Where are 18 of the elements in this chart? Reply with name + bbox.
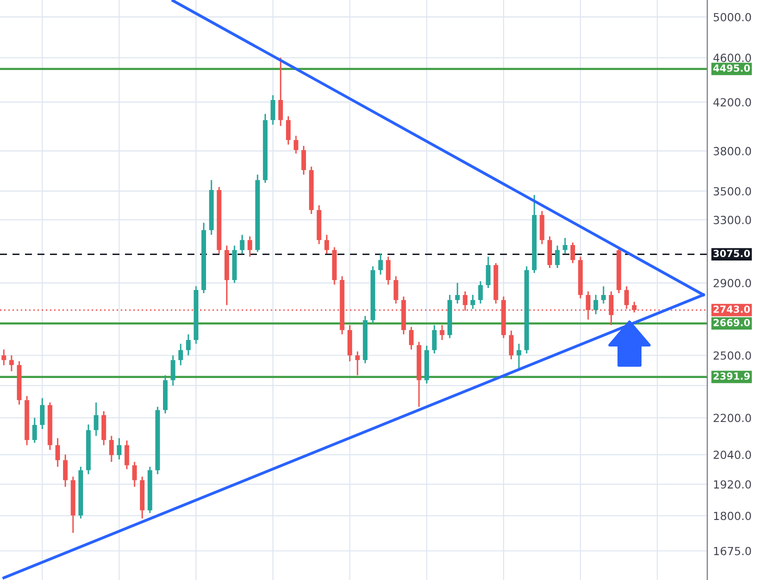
- y-tick-label: 2040.0: [714, 450, 751, 460]
- y-tick-label: 1920.0: [714, 480, 751, 489]
- y-tick-label: 2900.0: [714, 278, 751, 288]
- y-tick-label: 1675.0: [714, 546, 751, 556]
- ref-line-label: 3075.0: [714, 250, 750, 258]
- y-tick-label: 5000.0: [714, 12, 751, 22]
- ref-line-label: 2669.0: [714, 318, 750, 326]
- y-tick-label: 2200.0: [714, 414, 751, 422]
- y-tick-label: 4600.0: [713, 54, 751, 62]
- y-tick-label: 2500.0: [714, 351, 751, 360]
- y-tick-label: 3500.0: [714, 187, 751, 196]
- ref-line-label: 2391.9: [714, 372, 750, 380]
- ref-line-label: 2743.0: [714, 306, 750, 313]
- y-tick-label: 1800.0: [714, 512, 751, 520]
- ref-line-label: 4495.0: [713, 64, 750, 72]
- y-tick-label: 3300.0: [714, 216, 751, 224]
- y-tick-label: 3800.0: [714, 146, 751, 156]
- y-tick-label: 4200.0: [713, 98, 751, 106]
